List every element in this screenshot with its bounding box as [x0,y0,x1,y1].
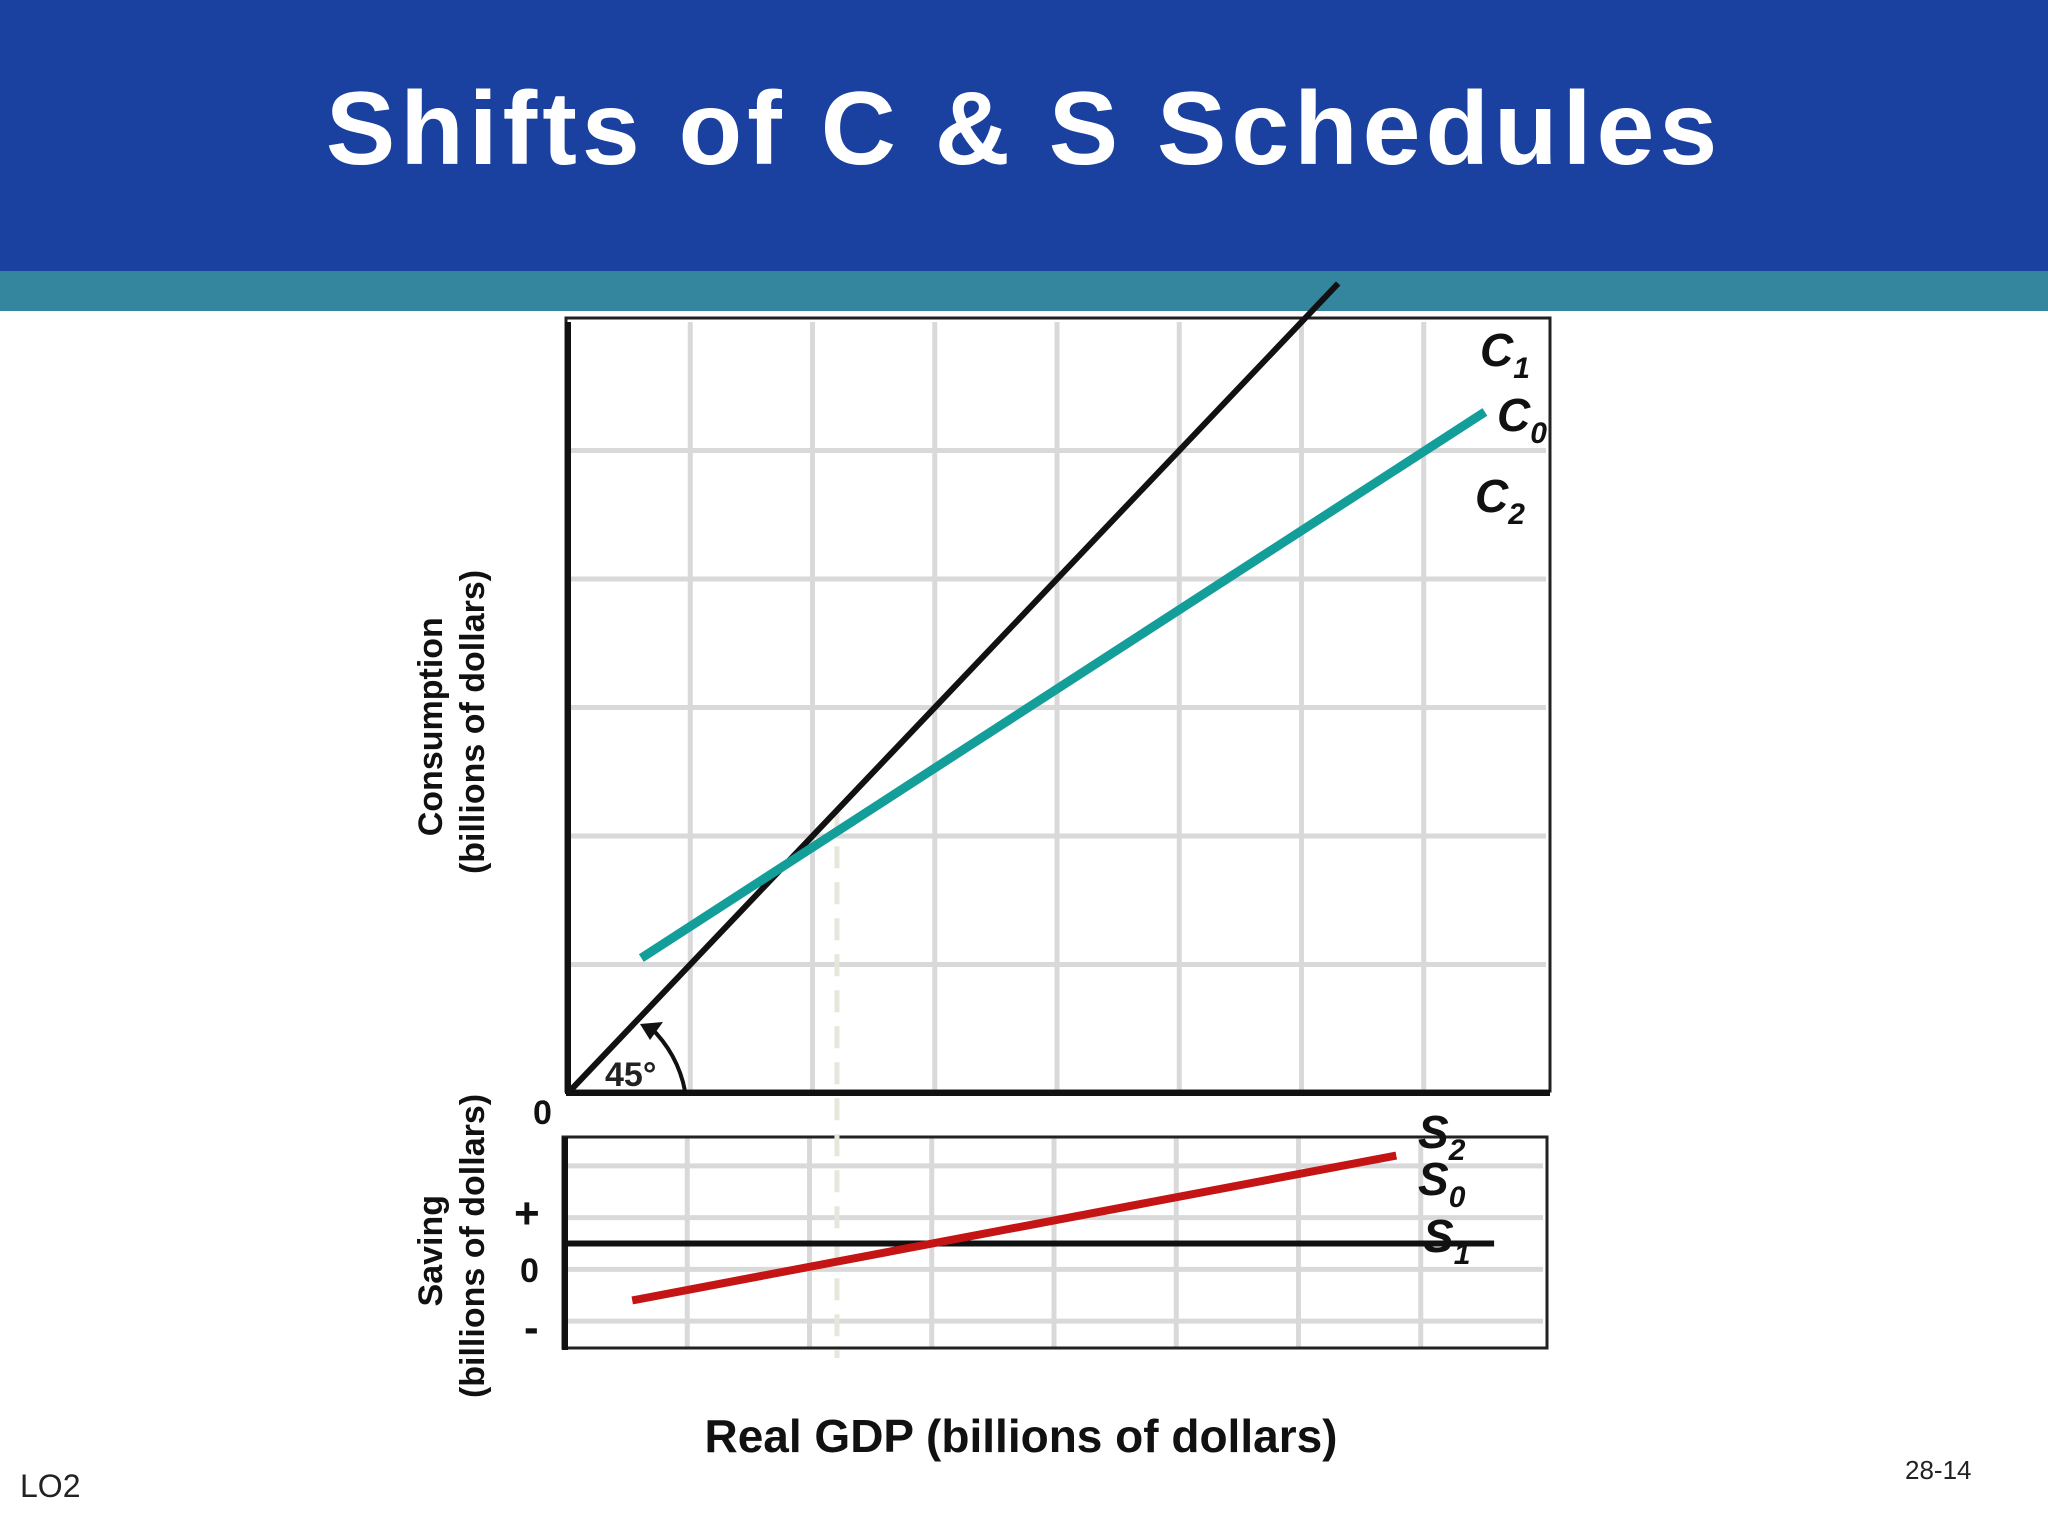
curve-label-s2: S2 [1418,1106,1466,1167]
accent-strip [0,271,2048,311]
curve-label-c1: C1 [1480,324,1530,385]
saving-line-s0 [631,1151,1398,1305]
consumption-line-c0 [638,408,1488,962]
saving-tick-plus: + [514,1189,540,1238]
curve-label-c0: C0 [1497,389,1547,450]
saving-tick-zero: 0 [520,1252,539,1290]
consumption-axis-label: Consumption (billions of dollars) [412,570,492,874]
saving-tick-minus: - [524,1303,539,1352]
slide-title: Shifts of C & S Schedules [325,71,1723,187]
curve-label-s0: S0 [1418,1153,1466,1214]
45-degree-line [565,281,1341,1096]
page-number: 28-14 [1905,1455,1972,1485]
curve-label-c2: C2 [1475,470,1525,531]
consumption-grid [568,322,1546,1093]
saving-axis-label: Saving (billions of dollars) [412,1094,492,1398]
curve-label-s1: S1 [1423,1210,1470,1271]
learning-objective-label: LO2 [20,1468,81,1504]
angle-arrow-icon [640,1022,663,1040]
title-bar: Shifts of C & S Schedules [0,0,2048,271]
origin-label: 0 [533,1094,552,1132]
angle-label: 45° [605,1056,656,1094]
x-axis-label: Real GDP (billions of dollars) [704,1410,1337,1462]
